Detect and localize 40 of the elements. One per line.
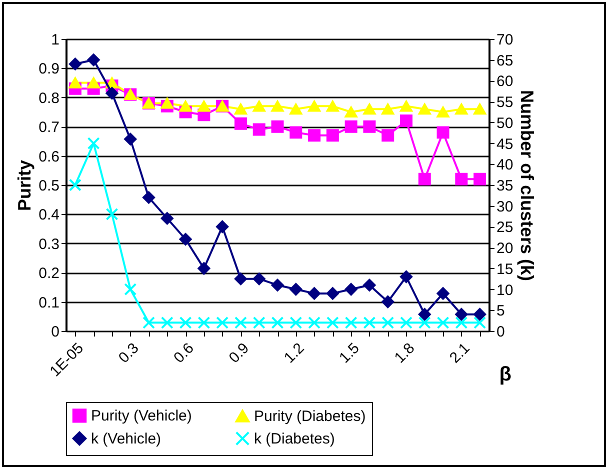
y-tick-label: 0.9 xyxy=(38,60,60,78)
y2-tick-label: 30 xyxy=(496,198,514,216)
y-tick-label: 0.3 xyxy=(38,236,60,253)
x-tick-label: 0.3 xyxy=(115,340,142,367)
y2-tick-label: 45 xyxy=(496,136,514,153)
y-tick-label: 0.8 xyxy=(38,90,60,107)
y2-tick-label: 10 xyxy=(496,282,514,299)
y2-tick-label: 40 xyxy=(496,156,514,174)
y2-tick-label: 70 xyxy=(496,32,514,48)
y-tick-label: 0.1 xyxy=(38,294,60,312)
x-tick-label: 1.5 xyxy=(336,340,363,367)
y-tick-label: 0.6 xyxy=(38,148,60,166)
y2-tick-label: 0 xyxy=(496,324,505,340)
y-tick-label: 0.2 xyxy=(38,265,60,282)
y2-tick-label: 60 xyxy=(496,73,514,90)
legend-label: k (Diabetes) xyxy=(254,430,335,448)
y-tick-label: 0.4 xyxy=(38,206,60,224)
y2-tick-label: 20 xyxy=(496,240,514,258)
y2-tick-label: 25 xyxy=(496,219,514,236)
y-tick-label: 0.7 xyxy=(38,119,60,136)
y-tick-label: 0 xyxy=(51,324,60,340)
y-tick-label: 1 xyxy=(51,32,60,48)
y-axis-title: Purity xyxy=(14,160,35,212)
x-tick-label: 2.1 xyxy=(446,340,474,367)
x-tick-label: 0.6 xyxy=(170,340,198,367)
y2-tick-label: 35 xyxy=(496,178,514,194)
y2-axis-title: Number of clusters (k) xyxy=(517,90,538,282)
y2-tick-label: 5 xyxy=(496,302,505,320)
y2-tick-label: 55 xyxy=(496,94,514,112)
x-tick-label: 1.2 xyxy=(280,340,308,367)
legend-label: k (Vehicle) xyxy=(91,430,162,448)
legend-label: Purity (Diabetes) xyxy=(254,408,366,426)
y2-tick-label: 50 xyxy=(496,114,514,132)
y2-tick-label: 15 xyxy=(496,260,514,278)
x-tick-label: 1.8 xyxy=(391,340,418,367)
x-axis-title: β xyxy=(499,364,512,386)
y2-tick-label: 65 xyxy=(496,52,514,70)
x-tick-label: 0.9 xyxy=(226,340,253,367)
y-tick-label: 0.5 xyxy=(38,178,60,194)
legend-label: Purity (Vehicle) xyxy=(91,408,192,425)
